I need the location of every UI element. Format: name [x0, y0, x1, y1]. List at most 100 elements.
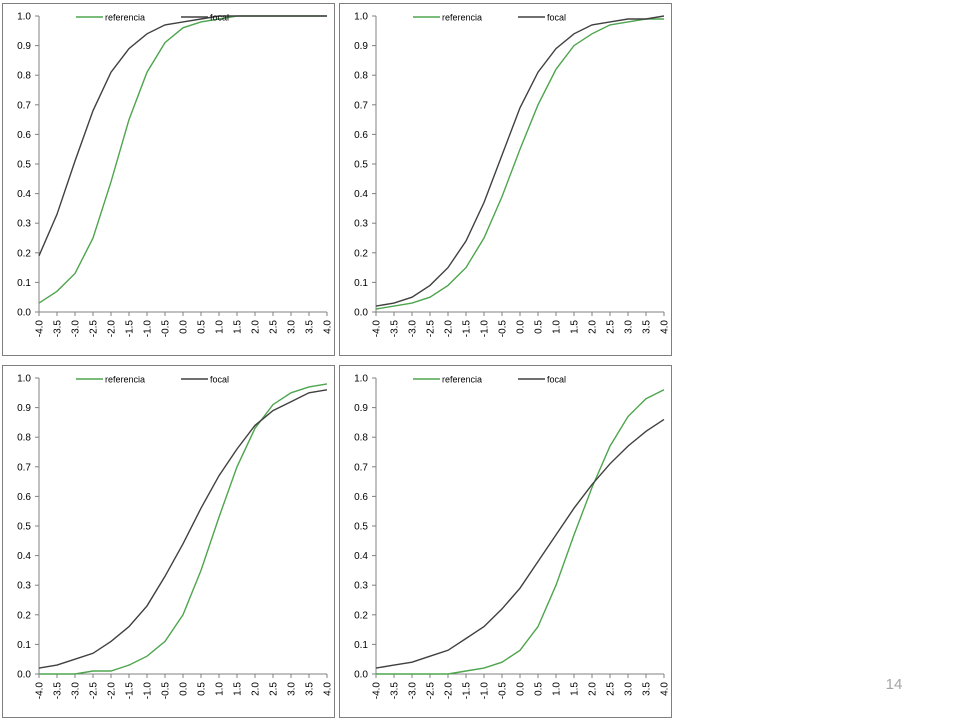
y-tick-label: 0.7	[17, 462, 31, 473]
y-tick-label: 0.0	[17, 670, 31, 681]
legend-label-referencia: referencia	[442, 13, 482, 23]
x-tick-label: -1.0	[143, 320, 154, 338]
x-tick-label: 2.5	[606, 320, 617, 334]
y-tick-label: 0.7	[354, 100, 368, 111]
y-tick-label: 0.9	[354, 403, 368, 414]
series-line-focal	[38, 15, 327, 257]
y-tick-label: 0.0	[354, 308, 368, 319]
x-tick-label: 4.0	[660, 320, 671, 334]
chart-panel-bottom-right: 0.0 0.1 0.2 0.3 0.4 0.5 0.6 0.7 0.8 0.9 1.0 -4.0 -3.…	[339, 365, 672, 718]
series-line-referencia	[376, 389, 665, 675]
y-tick-label: 0.8	[17, 433, 31, 444]
x-tick-label: 0.5	[197, 682, 208, 696]
x-tick-label: 2.5	[269, 682, 280, 696]
x-tick-label: -1.0	[143, 682, 154, 700]
x-tick-label: -3.5	[53, 682, 64, 700]
x-tick-label: -0.5	[498, 682, 509, 700]
y-tick-label: 0.8	[17, 71, 31, 82]
chart-svg: 0.0 0.1 0.2 0.3 0.4 0.5 0.6 0.7 0.8 0.9 1.0 -4.0 -3.…	[17, 12, 334, 338]
y-tick-label: 0.9	[17, 403, 31, 414]
x-tick-label: 3.0	[287, 320, 298, 334]
chart-svg: 0.0 0.1 0.2 0.3 0.4 0.5 0.6 0.7 0.8 0.9 1.0 -4.0 -3.…	[354, 374, 671, 700]
x-tick-label: -2.0	[107, 682, 118, 700]
y-tick-label: 0.6	[17, 130, 31, 141]
y-tick-label: 0.1	[17, 278, 31, 289]
x-tick-label: 3.5	[305, 682, 316, 696]
y-tick-label: 0.4	[354, 189, 368, 200]
y-tick-label: 0.0	[354, 670, 368, 681]
x-tick-label: -1.5	[125, 682, 136, 700]
x-tick-label: -2.5	[426, 320, 437, 338]
x-tick-label: -0.5	[498, 320, 509, 338]
x-tick-label: -0.5	[161, 320, 172, 338]
x-tick-label: -3.0	[71, 682, 82, 700]
x-tick-label: 0.0	[179, 682, 190, 696]
x-tick-label: 4.0	[323, 320, 334, 334]
y-tick-label: 0.6	[17, 492, 31, 503]
x-tick-label: -0.5	[161, 682, 172, 700]
x-tick-label: 2.0	[588, 320, 599, 334]
chart-panel-bottom-left: 0.0 0.1 0.2 0.3 0.4 0.5 0.6 0.7 0.8 0.9 1.0 -4.0 -3.…	[2, 365, 335, 718]
legend-label-referencia: referencia	[105, 375, 145, 385]
y-tick-label: 0.8	[354, 71, 368, 82]
series-line-focal	[375, 418, 665, 669]
y-tick-label: 0.4	[17, 551, 31, 562]
x-tick-label: 0.5	[534, 682, 545, 696]
legend-label-focal: focal	[210, 375, 229, 385]
y-tick-label: 1.0	[354, 12, 368, 23]
y-tick-label: 0.4	[17, 189, 31, 200]
x-tick-label: 2.5	[606, 682, 617, 696]
legend-label-focal: focal	[547, 375, 566, 385]
y-tick-label: 0.5	[17, 522, 31, 533]
y-tick-label: 0.3	[354, 581, 368, 592]
x-tick-label: 1.0	[552, 320, 563, 334]
series-line-referencia	[39, 383, 328, 675]
x-tick-label: -2.0	[444, 320, 455, 338]
x-tick-label: 3.5	[642, 320, 653, 334]
x-tick-label: 1.0	[552, 682, 563, 696]
y-tick-label: 0.3	[17, 581, 31, 592]
x-tick-label: -3.0	[408, 320, 419, 338]
x-tick-label: -3.0	[408, 682, 419, 700]
page-number: 14	[885, 676, 903, 693]
y-tick-label: 0.2	[17, 610, 31, 621]
x-tick-label: -1.5	[462, 682, 473, 700]
x-tick-label: -1.0	[480, 682, 491, 700]
x-tick-label: -3.5	[390, 320, 401, 338]
y-tick-label: 0.7	[17, 100, 31, 111]
y-tick-label: 0.5	[17, 160, 31, 171]
x-tick-label: -2.5	[89, 320, 100, 338]
x-tick-label: 0.5	[534, 320, 545, 334]
x-tick-label: -1.0	[480, 320, 491, 338]
x-tick-label: 0.0	[516, 320, 527, 334]
x-tick-label: 4.0	[660, 682, 671, 696]
y-tick-label: 0.7	[354, 462, 368, 473]
series-line-focal	[375, 15, 665, 307]
x-tick-label: -4.0	[372, 682, 383, 700]
x-tick-label: -4.0	[35, 682, 46, 700]
y-tick-label: 0.5	[354, 160, 368, 171]
x-tick-label: 1.5	[233, 682, 244, 696]
x-tick-label: -2.5	[426, 682, 437, 700]
y-tick-label: 0.1	[17, 640, 31, 651]
chart-panel-top-left: 0.0 0.1 0.2 0.3 0.4 0.5 0.6 0.7 0.8 0.9 1.0 -4.0 -3.…	[2, 3, 335, 356]
y-tick-label: 0.8	[354, 433, 368, 444]
x-tick-label: -2.0	[444, 682, 455, 700]
x-tick-label: 2.0	[588, 682, 599, 696]
x-tick-label: 1.5	[570, 682, 581, 696]
y-tick-label: 0.1	[354, 640, 368, 651]
x-tick-label: 1.0	[215, 320, 226, 334]
y-tick-label: 0.2	[354, 610, 368, 621]
x-tick-label: 4.0	[323, 682, 334, 696]
y-tick-label: 0.5	[354, 522, 368, 533]
x-tick-label: 3.0	[287, 682, 298, 696]
y-tick-label: 0.2	[354, 248, 368, 259]
x-tick-label: -4.0	[35, 320, 46, 338]
x-tick-label: 3.5	[642, 682, 653, 696]
x-tick-label: -1.5	[125, 320, 136, 338]
y-tick-label: 0.1	[354, 278, 368, 289]
x-tick-label: -2.5	[89, 682, 100, 700]
x-tick-label: 3.0	[624, 682, 635, 696]
chart-svg: 0.0 0.1 0.2 0.3 0.4 0.5 0.6 0.7 0.8 0.9 1.0 -4.0 -3.…	[17, 374, 334, 700]
series-line-referencia	[38, 15, 327, 304]
